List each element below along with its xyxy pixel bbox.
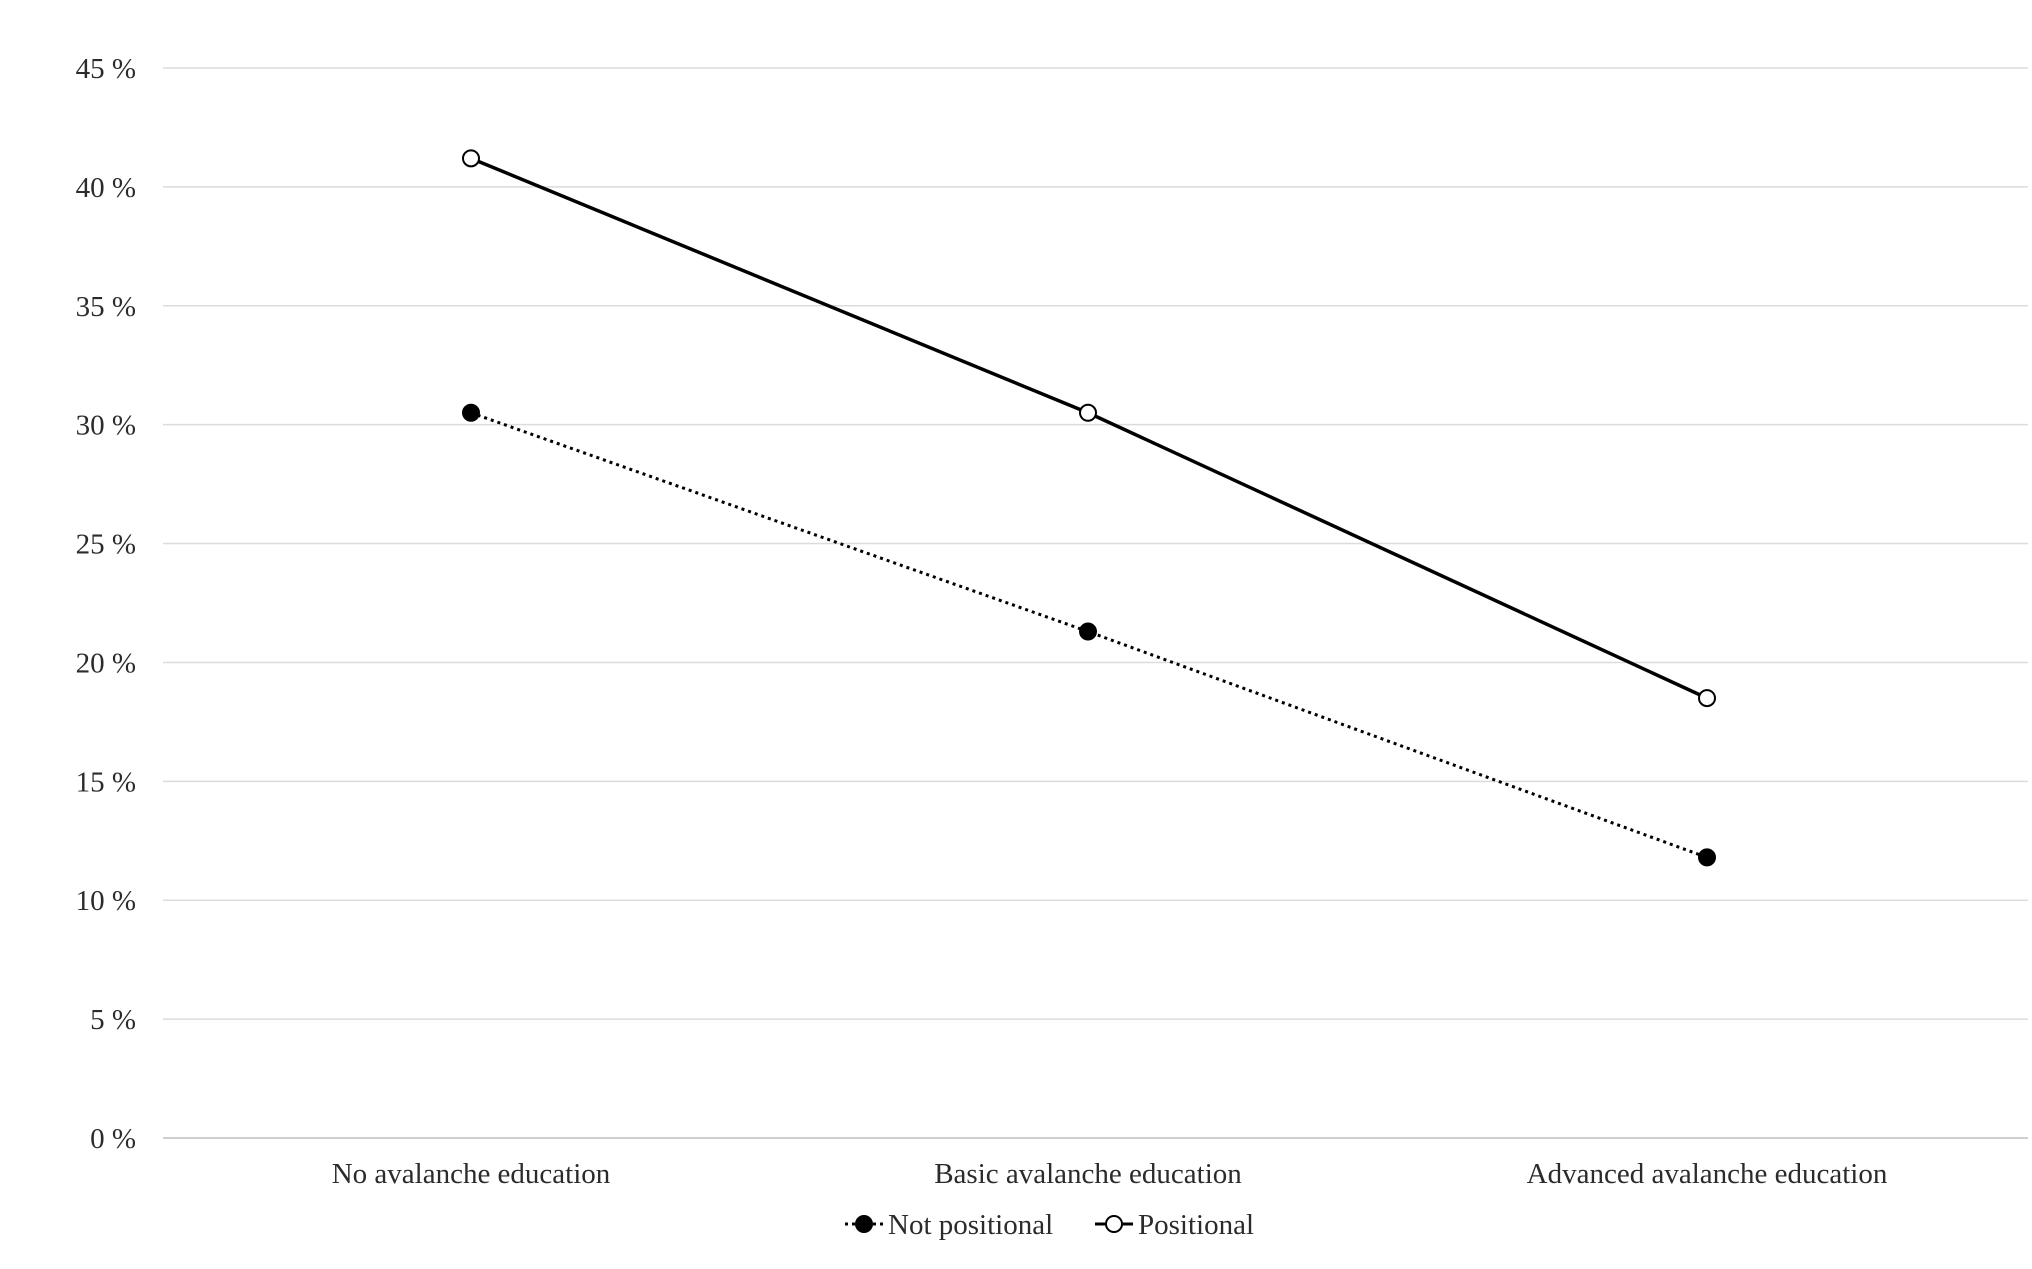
legend-item: Positional — [1095, 1209, 1254, 1241]
x-axis-category-labels: No avalanche education Basic avalanche ed… — [332, 1158, 1888, 1190]
y-tick-label: 40 % — [76, 172, 136, 204]
y-tick-label: 15 % — [76, 766, 136, 798]
data-point — [1698, 848, 1716, 867]
legend-label: Not positional — [888, 1209, 1053, 1241]
gridlines — [163, 67, 2028, 1139]
legend-marker-swatch — [855, 1215, 873, 1233]
y-tick-label: 10 % — [76, 885, 136, 917]
x-category-label: Advanced avalanche education — [1527, 1158, 1888, 1190]
y-tick-label: 30 % — [76, 410, 136, 442]
series-markers — [462, 149, 1716, 867]
legend-marker-swatch — [1105, 1215, 1123, 1233]
x-category-label: No avalanche education — [332, 1158, 611, 1190]
x-category-label: Basic avalanche education — [934, 1158, 1242, 1190]
y-tick-label: 45 % — [76, 53, 136, 85]
data-point — [1079, 622, 1097, 641]
y-tick-label: 20 % — [76, 647, 136, 679]
y-axis-tick-labels: 0 % 5 % 10 % 15 % 20 % 25 % 30 % 35 % 40 % 45 % — [76, 53, 136, 1155]
y-tick-label: 25 % — [76, 529, 136, 561]
legend-item: Not positional — [845, 1209, 1053, 1241]
y-tick-label: 5 % — [90, 1004, 136, 1036]
series-lines — [470, 156, 1708, 859]
legend: Not positional Positional — [845, 1209, 1254, 1241]
y-tick-label: 35 % — [76, 291, 136, 323]
y-tick-label: 0 % — [90, 1123, 136, 1155]
data-point — [1079, 403, 1097, 422]
series-line-0 — [470, 411, 1708, 859]
data-point — [1698, 689, 1716, 708]
legend-label: Positional — [1138, 1209, 1254, 1241]
data-point — [462, 149, 480, 168]
data-point — [462, 403, 480, 422]
series-line-1 — [470, 156, 1708, 700]
